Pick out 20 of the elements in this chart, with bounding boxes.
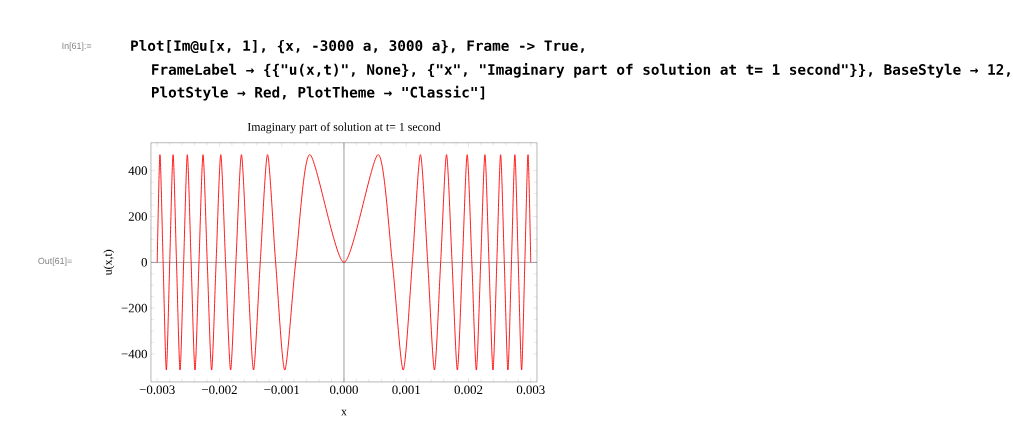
y-tick-label: −200 — [121, 303, 147, 313]
y-tick-label: 400 — [128, 166, 147, 175]
x-tick-label: 0.003 — [516, 385, 545, 395]
x-tick-label: −0.003 — [139, 385, 175, 395]
text: Plot[Im@u[x, 1], {x, -3000 a, 3000 a}, Frame -> True, — [131, 39, 584, 54]
x-tick-label: 0.002 — [454, 385, 483, 395]
text: In[61]:= — [62, 42, 92, 51]
x-tick-label: 0.000 — [330, 385, 358, 395]
text: FrameLabel → {{"u(x,t)", None}, {"x", "Imaginary part of solution at t= 1 second"}}, BaseStyle → 12, — [152, 63, 1010, 78]
x-axis-title: x — [341, 409, 347, 416]
y-tick-label: 0 — [141, 257, 147, 267]
chart-title: Imaginary part of solution at t= 1 second — [247, 122, 441, 134]
text: PlotStyle → Red, PlotTheme → "Classic"] — [152, 85, 485, 101]
y-tick-label: −400 — [121, 349, 147, 359]
text: Out[61]= — [38, 257, 72, 266]
y-axis-title: u(x,t) — [103, 249, 115, 276]
x-tick-label: −0.002 — [202, 385, 237, 395]
x-tick-label: 0.001 — [392, 385, 420, 395]
x-tick-label: −0.001 — [264, 385, 300, 395]
y-tick-label: 200 — [128, 212, 147, 221]
